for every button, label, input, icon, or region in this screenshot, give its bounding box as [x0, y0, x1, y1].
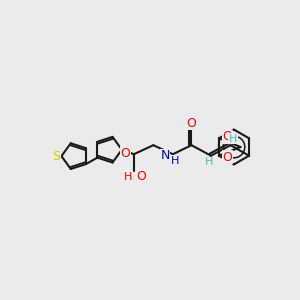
Text: O: O [222, 151, 232, 164]
Text: N: N [160, 149, 170, 162]
Text: S: S [52, 150, 60, 163]
Text: O: O [222, 130, 232, 143]
Text: H: H [229, 134, 237, 144]
Text: O: O [187, 117, 196, 130]
Text: H: H [124, 172, 132, 182]
Text: O: O [136, 169, 146, 183]
Text: O: O [121, 147, 130, 160]
Text: H: H [204, 157, 213, 167]
Text: H: H [171, 156, 179, 166]
